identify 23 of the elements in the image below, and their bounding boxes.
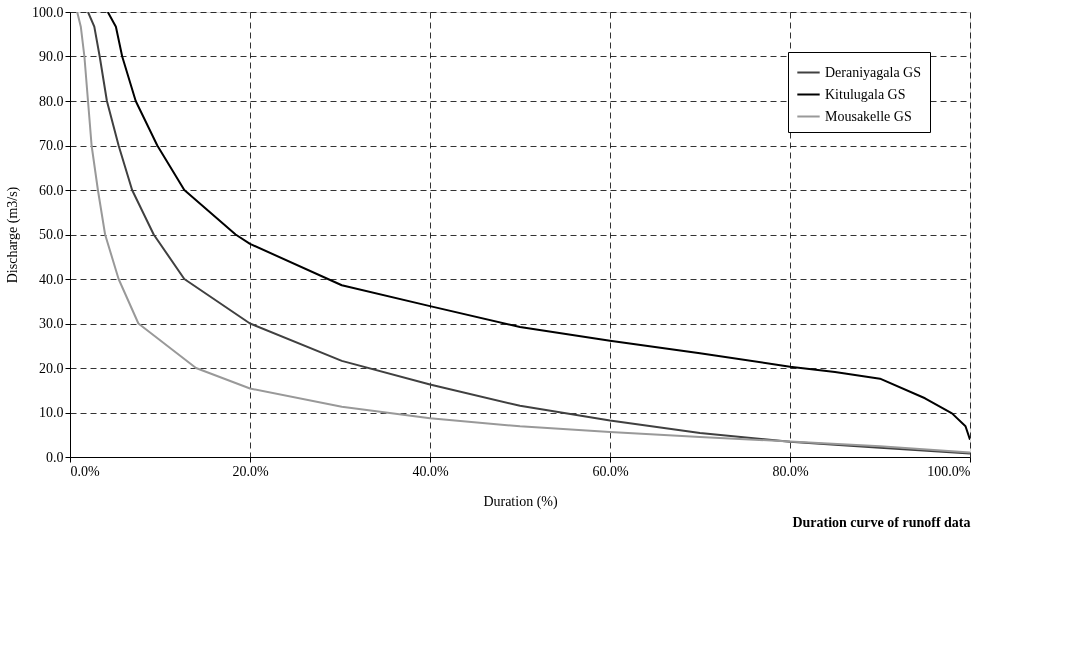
y-tick-label: 50.0 — [39, 227, 64, 242]
y-tick-label: 20.0 — [39, 360, 64, 376]
y-axis-title: Discharge (m3/s) — [5, 186, 21, 284]
y-tick-label: 80.0 — [39, 93, 64, 109]
x-tick-label: 20.0% — [232, 463, 269, 479]
x-axis-title: Duration (%) — [483, 493, 558, 510]
x-tick-label: 60.0% — [592, 463, 629, 479]
x-tick-label: 0.0% — [70, 463, 100, 479]
y-tick-label: 70.0 — [39, 138, 64, 153]
x-tick-label: 100.0% — [927, 463, 971, 479]
legend-label: Deraniyagala GS — [825, 64, 922, 80]
legend-label: Kitulugala GS — [825, 86, 906, 102]
x-tick-label: 40.0% — [412, 463, 449, 479]
text: Duration curve of runoff data — [792, 515, 971, 530]
legend-label: Mousakelle GS — [825, 108, 912, 124]
y-tick-label: 10.0 — [39, 405, 64, 420]
y-tick-label: 60.0 — [39, 182, 64, 198]
y-tick-label: 0.0 — [46, 449, 64, 465]
y-tick-label: 90.0 — [39, 49, 64, 64]
x-tick-label: 80.0% — [772, 463, 809, 479]
y-tick-label: 40.0 — [39, 271, 64, 287]
y-tick-label: 30.0 — [39, 316, 64, 331]
y-tick-label: 100.0 — [32, 4, 64, 20]
